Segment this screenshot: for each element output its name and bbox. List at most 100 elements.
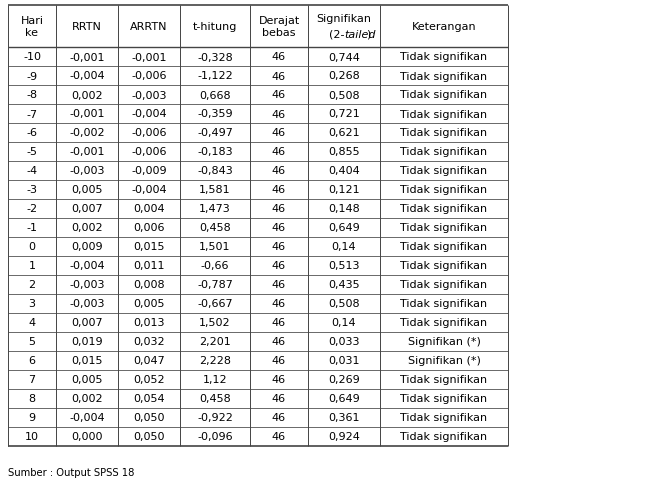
Text: -5: -5 [27,147,37,157]
Text: 0,002: 0,002 [71,90,103,100]
Text: 0,032: 0,032 [133,337,165,347]
Text: -0,328: -0,328 [197,52,233,62]
Text: Tidak signifikan: Tidak signifikan [400,166,487,176]
Text: 0,621: 0,621 [328,128,360,138]
Text: -0,003: -0,003 [69,280,105,290]
Text: 0,668: 0,668 [199,90,231,100]
Text: tailed: tailed [344,29,376,39]
Text: -0,003: -0,003 [69,299,105,309]
Text: 0,268: 0,268 [328,72,360,81]
Text: 0,649: 0,649 [328,223,360,233]
Text: 0,050: 0,050 [133,432,165,442]
Text: 1,581: 1,581 [199,185,231,195]
Text: 0,269: 0,269 [328,375,360,384]
Text: 1,501: 1,501 [199,242,231,252]
Text: 6: 6 [29,356,35,366]
Text: 0,015: 0,015 [71,356,103,366]
Text: 0,005: 0,005 [71,375,103,384]
Text: 46: 46 [272,280,286,290]
Text: -0,006: -0,006 [131,147,167,157]
Text: ): ) [366,29,371,39]
Text: Tidak signifikan: Tidak signifikan [400,109,487,119]
Text: 0,513: 0,513 [328,261,360,271]
Text: 0,015: 0,015 [133,242,165,252]
Text: 0,008: 0,008 [133,280,165,290]
Text: -0,003: -0,003 [69,166,105,176]
Text: -0,004: -0,004 [69,261,105,271]
Text: 0,002: 0,002 [71,394,103,404]
Text: 46: 46 [272,394,286,404]
Text: 46: 46 [272,318,286,328]
Text: -0,183: -0,183 [197,147,233,157]
Text: 0,019: 0,019 [71,337,103,347]
Text: 2,201: 2,201 [199,337,231,347]
Text: 46: 46 [272,52,286,62]
Text: 46: 46 [272,109,286,119]
Text: 0,458: 0,458 [199,223,231,233]
Text: 0,005: 0,005 [133,299,165,309]
Text: -1,122: -1,122 [197,72,233,81]
Text: -8: -8 [27,90,38,100]
Text: ARRTN: ARRTN [130,22,168,32]
Text: 0,404: 0,404 [328,166,360,176]
Text: 0,013: 0,013 [133,318,165,328]
Text: Tidak signifikan: Tidak signifikan [400,72,487,81]
Text: 5: 5 [29,337,35,347]
Text: 0,007: 0,007 [71,318,103,328]
Text: -0,922: -0,922 [197,413,233,422]
Text: 0,031: 0,031 [328,356,360,366]
Text: 0,033: 0,033 [328,337,360,347]
Text: Tidak signifikan: Tidak signifikan [400,375,487,384]
Text: -0,359: -0,359 [197,109,233,119]
Text: 0,508: 0,508 [328,299,360,309]
Text: Tidak signifikan: Tidak signifikan [400,147,487,157]
Text: 1: 1 [29,261,35,271]
Text: 8: 8 [29,394,36,404]
Text: Tidak signifikan: Tidak signifikan [400,280,487,290]
Text: Tidak signifikan: Tidak signifikan [400,394,487,404]
Text: 46: 46 [272,261,286,271]
Text: 46: 46 [272,166,286,176]
Text: 0,002: 0,002 [71,223,103,233]
Text: -0,497: -0,497 [197,128,233,138]
Text: 7: 7 [29,375,36,384]
Text: -2: -2 [27,204,38,214]
Text: -4: -4 [27,166,38,176]
Text: -0,004: -0,004 [69,413,105,422]
Text: 46: 46 [272,356,286,366]
Text: 46: 46 [272,185,286,195]
Text: 10: 10 [25,432,39,442]
Text: 46: 46 [272,147,286,157]
Text: 0,744: 0,744 [328,52,360,62]
Text: (2-: (2- [329,29,344,39]
Text: -0,001: -0,001 [69,147,105,157]
Text: 46: 46 [272,432,286,442]
Text: 1,502: 1,502 [199,318,231,328]
Text: Signifikan (*): Signifikan (*) [408,356,481,366]
Text: Tidak signifikan: Tidak signifikan [400,299,487,309]
Text: -0,667: -0,667 [197,299,233,309]
Text: Tidak signifikan: Tidak signifikan [400,223,487,233]
Text: 0: 0 [29,242,35,252]
Text: 2,228: 2,228 [199,356,231,366]
Text: 46: 46 [272,299,286,309]
Text: Signifikan: Signifikan [317,14,371,24]
Text: 46: 46 [272,242,286,252]
Text: -0,001: -0,001 [131,52,167,62]
Text: -0,001: -0,001 [69,52,105,62]
Text: 0,148: 0,148 [328,204,360,214]
Text: -0,003: -0,003 [131,90,167,100]
Text: 46: 46 [272,90,286,100]
Text: RRTN: RRTN [72,22,102,32]
Text: 46: 46 [272,72,286,81]
Text: Tidak signifikan: Tidak signifikan [400,204,487,214]
Text: 0,011: 0,011 [133,261,165,271]
Text: 0,006: 0,006 [133,223,165,233]
Text: Signifikan (*): Signifikan (*) [408,337,481,347]
Text: -0,843: -0,843 [197,166,233,176]
Text: 0,361: 0,361 [328,413,360,422]
Text: Tidak signifikan: Tidak signifikan [400,242,487,252]
Text: Tidak signifikan: Tidak signifikan [400,261,487,271]
Text: 46: 46 [272,337,286,347]
Text: 0,050: 0,050 [133,413,165,422]
